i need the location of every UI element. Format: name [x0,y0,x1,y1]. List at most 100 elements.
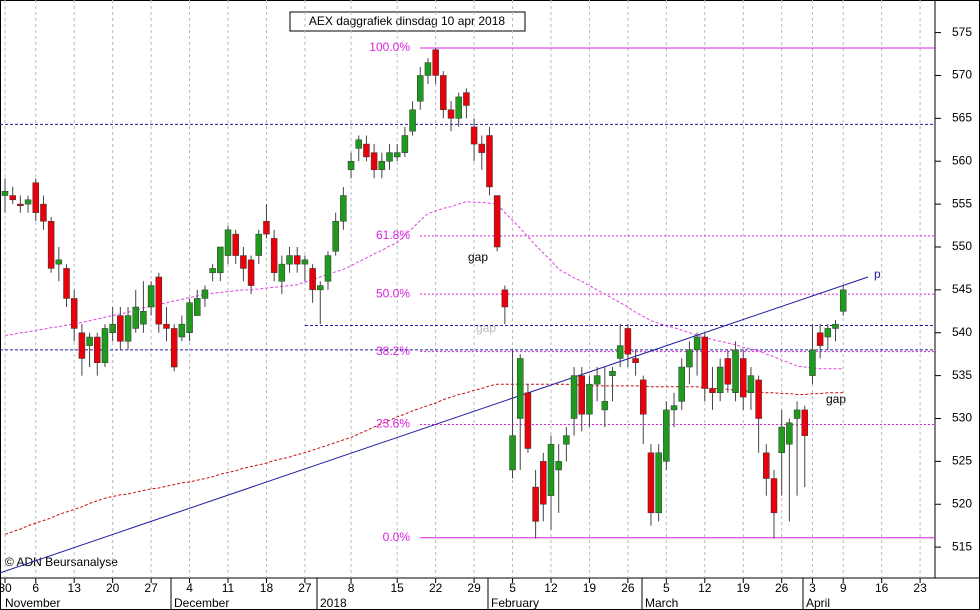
candle-body [1,190,9,196]
x-tick-label: 30 [0,581,12,595]
month-label: 2018 [320,596,347,610]
candle-body [824,328,832,338]
candle-body [147,285,155,308]
candle-body [163,323,170,329]
candle-body [447,109,455,119]
month-label: March [645,596,678,610]
candle-body [201,289,209,299]
fib-label: 23.6% [376,417,410,431]
y-tick-label: 540 [952,325,972,339]
candle-body [332,221,339,252]
candle-body [578,375,585,415]
candle-body [170,328,178,368]
y-tick-label: 565 [952,111,972,125]
candle-body [755,379,762,419]
candle-body [240,255,247,269]
candle-body [217,246,224,273]
candle-body [124,315,132,342]
candle-body [739,358,747,398]
candle-body [70,298,78,329]
candle-body [516,358,524,419]
candle-body [540,461,547,505]
candle-body [101,328,109,364]
candle-body [478,143,486,153]
candle-body [347,160,355,171]
annotation: gap [468,250,488,264]
y-tick-label: 575 [952,25,972,39]
candle-body [47,221,55,269]
candle-body [809,349,816,376]
candle-body [555,461,562,471]
x-tick-label: 16 [875,581,889,595]
candle-body [232,233,239,256]
x-tick-label: 27 [144,581,158,595]
month-separators [170,578,804,610]
candle-body [670,405,678,411]
x-tick-label: 5 [663,581,670,595]
y-tick-label: 550 [952,239,972,253]
x-tick-label: 20 [106,581,120,595]
candle-body [793,409,801,419]
y-tick-label: 570 [952,68,972,82]
candle-body [778,426,785,454]
candle-body [317,285,324,291]
candle-body [586,383,593,415]
candle-body [709,388,716,394]
candle-body [424,62,432,76]
x-tick-label: 6 [32,581,39,595]
candle-body [655,452,662,514]
candle-body [155,276,163,325]
y-tick-label: 545 [952,282,972,296]
y-tick-label: 560 [952,153,972,167]
month-label: February [491,596,539,610]
candle-body [278,263,286,282]
candle-body [194,298,201,316]
candle-body [563,435,570,445]
x-tick-label: 12 [698,581,712,595]
candle-body [839,289,847,312]
candle-body [17,203,24,207]
candle-body [663,409,670,462]
candle-body [378,160,386,171]
candle-body [209,268,216,273]
candle-body [632,358,639,364]
candle-body [309,268,316,291]
x-tick-label: 22 [429,581,443,595]
x-tick-label: 9 [840,581,847,595]
moving-average [4,200,844,370]
candle-body [470,126,478,145]
y-tick-label: 555 [952,196,972,210]
month-label: November [5,596,60,610]
y-tick-label: 530 [952,411,972,425]
x-tick-label: 15 [391,581,405,595]
candle-body [409,109,416,132]
candle-body [432,49,439,76]
candle-body [363,143,370,158]
candle-body [732,349,739,394]
x-tick-label: 29 [467,581,481,595]
candle-body [770,478,778,514]
candle-body [509,435,516,471]
x-tick-label: 18 [260,581,274,595]
candle-body [186,302,193,333]
candle-body [224,229,232,256]
candle-body [340,195,347,222]
candle-body [747,375,755,394]
annotation: gap [476,321,496,335]
candle-body [417,75,424,102]
candle-body [263,221,270,235]
candle-body [532,486,539,522]
candle-body [401,135,409,153]
candle-body [9,195,16,201]
candle-body [832,323,839,329]
candle-body [255,233,263,256]
candle-body [455,96,462,119]
x-tick-label: 11 [222,581,235,595]
candle-body [78,332,86,359]
candle-body [324,255,332,282]
chart-title: AEX daggrafiek dinsdag 10 apr 2018 [309,14,505,28]
candle-body [178,323,186,338]
candle-body [386,152,393,162]
x-tick-label: 13 [68,581,82,595]
